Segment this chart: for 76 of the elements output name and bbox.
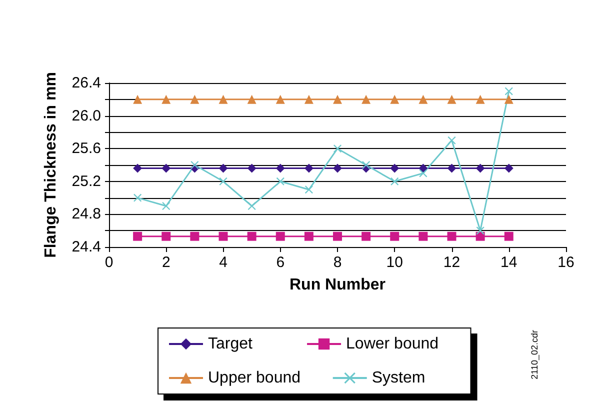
point bbox=[333, 94, 342, 104]
point bbox=[333, 232, 342, 241]
point bbox=[362, 232, 371, 241]
legend-label: Target bbox=[208, 336, 288, 352]
point bbox=[476, 226, 484, 235]
point bbox=[162, 202, 170, 210]
point bbox=[190, 94, 200, 104]
point bbox=[418, 164, 428, 173]
x-axis-title: Run Number bbox=[290, 276, 386, 294]
point bbox=[248, 202, 256, 210]
y-tick-label: 24.4 bbox=[72, 238, 101, 256]
point bbox=[390, 94, 400, 104]
x-tick-label: 0 bbox=[104, 254, 114, 271]
point bbox=[133, 164, 142, 173]
point bbox=[218, 94, 228, 104]
point bbox=[162, 94, 171, 104]
text: 2110_02.cdr bbox=[530, 330, 540, 380]
point bbox=[390, 232, 400, 241]
point bbox=[247, 232, 256, 241]
point bbox=[476, 94, 485, 104]
x-tick-label: 16 bbox=[558, 254, 574, 271]
point bbox=[133, 94, 142, 104]
point bbox=[304, 164, 314, 173]
point bbox=[218, 164, 228, 173]
point bbox=[419, 169, 428, 178]
point bbox=[218, 232, 228, 241]
legend-label: Upper bound bbox=[208, 370, 314, 386]
point bbox=[276, 177, 284, 186]
point bbox=[304, 232, 314, 241]
point bbox=[504, 232, 514, 241]
point bbox=[504, 87, 513, 96]
point bbox=[390, 164, 400, 173]
x-tick-label: 8 bbox=[333, 254, 342, 271]
legend-label: Lower bound bbox=[346, 336, 452, 352]
point bbox=[504, 164, 514, 173]
x-tick-label: 12 bbox=[443, 254, 460, 271]
point bbox=[333, 164, 342, 173]
x-tick-label: 14 bbox=[500, 254, 518, 271]
point bbox=[134, 194, 142, 202]
point bbox=[247, 164, 256, 173]
x-tick-label: 4 bbox=[219, 254, 228, 271]
point bbox=[276, 232, 285, 241]
y-tick-label: 26.4 bbox=[72, 74, 101, 92]
point bbox=[133, 232, 142, 241]
point bbox=[476, 232, 485, 241]
point bbox=[476, 164, 485, 173]
point bbox=[190, 161, 199, 169]
point bbox=[362, 161, 370, 169]
point bbox=[304, 186, 313, 194]
point bbox=[276, 164, 285, 173]
legend-label: System bbox=[372, 370, 461, 386]
point bbox=[447, 232, 456, 241]
y-tick-label: 25.2 bbox=[72, 172, 101, 190]
point bbox=[390, 177, 399, 186]
y-tick-label: 25.6 bbox=[72, 140, 101, 158]
y-axis-title: Flange Thickness in mm bbox=[42, 72, 60, 258]
y-tick-label: 26.0 bbox=[72, 107, 101, 124]
point bbox=[418, 94, 428, 104]
point bbox=[190, 232, 200, 241]
y-tick-label: 24.8 bbox=[72, 206, 101, 223]
point bbox=[304, 94, 314, 104]
point bbox=[447, 94, 456, 104]
x-tick-label: 10 bbox=[386, 254, 403, 271]
point bbox=[247, 94, 256, 104]
point bbox=[219, 177, 228, 186]
x-tick-label: 2 bbox=[162, 254, 170, 271]
point bbox=[334, 144, 342, 153]
point bbox=[276, 94, 285, 104]
point bbox=[447, 164, 456, 173]
point bbox=[162, 164, 171, 173]
point bbox=[162, 232, 171, 241]
x-tick-label: 6 bbox=[276, 254, 285, 271]
point bbox=[362, 94, 371, 104]
point bbox=[504, 94, 514, 104]
point bbox=[448, 136, 456, 144]
point bbox=[418, 232, 428, 241]
